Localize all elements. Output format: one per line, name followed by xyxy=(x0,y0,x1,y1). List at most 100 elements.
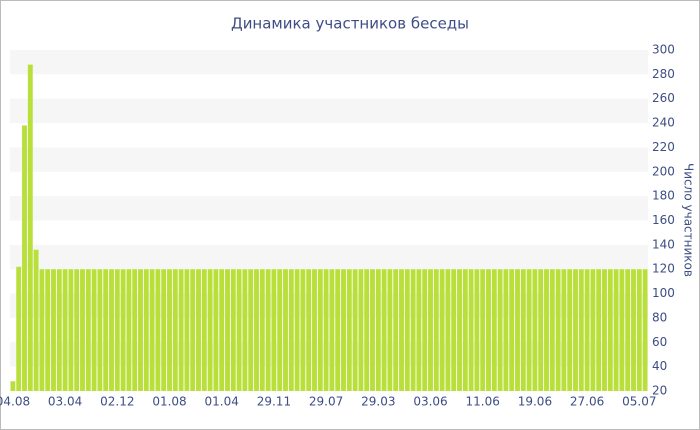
bar xyxy=(631,269,636,391)
bar xyxy=(219,269,225,391)
bar xyxy=(248,269,254,391)
bar xyxy=(312,269,317,391)
bar xyxy=(642,269,648,391)
bar xyxy=(590,269,596,391)
bar xyxy=(474,269,480,391)
bar xyxy=(155,269,161,391)
x-tick-label: 11.06 xyxy=(466,395,500,409)
bar xyxy=(445,269,451,391)
y-tick-label: 300 xyxy=(652,43,675,57)
bar xyxy=(381,269,387,391)
bar xyxy=(486,269,491,391)
y-tick-label: 20 xyxy=(652,384,667,398)
bar xyxy=(491,269,497,391)
bar xyxy=(578,269,584,391)
bar xyxy=(555,269,561,391)
bar xyxy=(196,269,201,391)
bar xyxy=(602,269,607,391)
bar xyxy=(636,269,642,391)
bar xyxy=(242,269,248,391)
bar xyxy=(306,269,312,391)
bar xyxy=(515,269,520,391)
bar xyxy=(358,269,364,391)
y-tick-label: 220 xyxy=(652,140,675,154)
grid-band xyxy=(10,196,648,221)
bar xyxy=(138,269,143,391)
bar xyxy=(561,269,567,391)
bar xyxy=(625,269,631,391)
bar xyxy=(271,269,277,391)
bar xyxy=(393,269,399,391)
bar xyxy=(387,269,393,391)
bar xyxy=(404,269,410,391)
x-tick-label: 03.06 xyxy=(413,395,447,409)
bar xyxy=(619,269,625,391)
y-tick-label: 140 xyxy=(652,237,675,251)
bar xyxy=(346,269,352,391)
bar xyxy=(399,269,404,391)
x-tick-label: 29.11 xyxy=(257,395,291,409)
bar xyxy=(613,269,619,391)
bar xyxy=(341,269,346,391)
bar xyxy=(439,269,445,391)
bar xyxy=(201,269,207,391)
y-tick-label: 120 xyxy=(652,262,675,276)
bar xyxy=(74,269,80,391)
y-tick-label: 200 xyxy=(652,164,675,178)
bar xyxy=(538,269,544,391)
bar xyxy=(573,269,578,391)
y-tick-label: 100 xyxy=(652,286,675,300)
bar xyxy=(352,269,358,391)
bar xyxy=(225,269,230,391)
bar xyxy=(167,269,172,391)
bar xyxy=(91,269,97,391)
bar xyxy=(39,269,45,391)
bar xyxy=(567,269,573,391)
bar xyxy=(300,269,306,391)
bar xyxy=(132,269,138,391)
x-tick-label: 01.08 xyxy=(152,395,186,409)
bar xyxy=(451,269,457,391)
bar xyxy=(329,269,335,391)
bar xyxy=(178,269,184,391)
bar xyxy=(213,269,219,391)
bar xyxy=(433,269,439,391)
chart-title: Динамика участников беседы xyxy=(231,15,469,33)
grid-band xyxy=(10,98,648,124)
bar xyxy=(323,269,329,391)
bar xyxy=(68,269,74,391)
bar xyxy=(259,269,265,391)
bar xyxy=(375,269,381,391)
bar xyxy=(520,269,526,391)
bar xyxy=(607,269,613,391)
x-tick-label: 29.03 xyxy=(361,395,395,409)
bar xyxy=(97,269,103,391)
y-tick-label: 60 xyxy=(652,335,667,349)
grid-band xyxy=(10,244,648,270)
bar xyxy=(184,269,190,391)
y-tick-label: 80 xyxy=(652,310,667,324)
bar xyxy=(143,269,149,391)
x-tick-label: 29.07 xyxy=(309,395,343,409)
bar xyxy=(172,269,178,391)
bar xyxy=(497,269,503,391)
bar xyxy=(277,269,283,391)
bar xyxy=(317,269,323,391)
x-tick-label: 19.06 xyxy=(518,395,552,409)
bar xyxy=(410,269,416,391)
y-tick-label: 240 xyxy=(652,116,675,130)
bar xyxy=(80,269,85,391)
y-tick-label: 160 xyxy=(652,213,675,227)
y-axis-label: Число участников xyxy=(682,163,696,277)
y-tick-label: 40 xyxy=(652,359,667,373)
bar xyxy=(10,381,16,391)
bar xyxy=(428,269,433,391)
bar xyxy=(207,269,213,391)
bar xyxy=(457,269,462,391)
bar xyxy=(294,269,300,391)
bar xyxy=(265,269,271,391)
bar xyxy=(596,269,602,391)
x-tick-label: 02.12 xyxy=(100,395,134,409)
bar xyxy=(549,269,555,391)
